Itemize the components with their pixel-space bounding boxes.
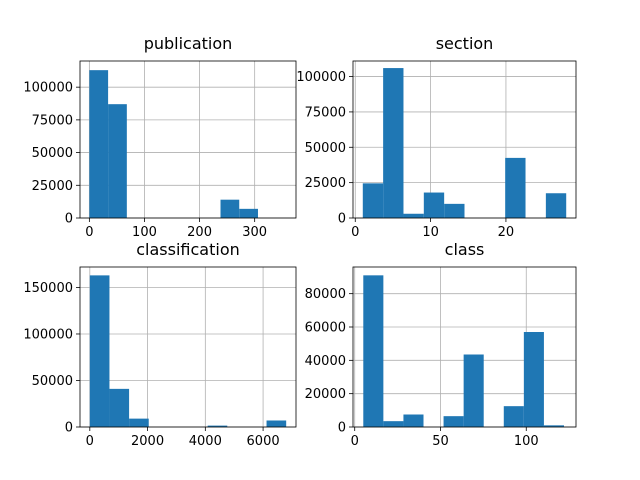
- subplot-publication: publication 0 100 200 300 0 25000 50000 75000 10…: [23, 34, 297, 240]
- histogram-bar: [523, 332, 544, 427]
- subplot-class: class 0 50 100 0 20000 40000 60000 80000: [305, 240, 577, 449]
- histogram-bar: [403, 414, 424, 427]
- x-tick-label: 0: [351, 434, 359, 449]
- x-tick-label: 2000: [131, 434, 164, 449]
- y-tick-label: 50000: [32, 374, 73, 389]
- histogram-bar: [266, 420, 287, 427]
- y-tick-label: 25000: [305, 176, 346, 191]
- y-tick-label: 40000: [305, 354, 346, 369]
- axes-frame: [352, 60, 577, 219]
- histogram-bar: [383, 421, 404, 427]
- x-tick-label: 6000: [247, 434, 280, 449]
- y-tick-label: 150000: [23, 281, 73, 296]
- histogram-bar: [423, 192, 445, 218]
- axes-frame: [79, 266, 297, 428]
- subplot-section: section 0 10 20 0 25000 50000 75000 100000: [296, 34, 577, 240]
- x-tick-label: 0: [86, 434, 94, 449]
- histogram-bar: [108, 104, 127, 218]
- histogram-bar: [463, 354, 484, 427]
- y-tick-label: 0: [65, 212, 73, 227]
- histogram-bar: [383, 68, 404, 218]
- y-tick-label: 25000: [32, 179, 73, 194]
- y-tick-label: 100000: [296, 70, 346, 85]
- x-tick-label: 100: [132, 225, 157, 240]
- y-tick-label: 0: [65, 421, 73, 436]
- histogram-bar: [220, 199, 240, 218]
- y-tick-label: 20000: [305, 387, 346, 402]
- y-tick-label: 0: [338, 421, 346, 436]
- subplot-title: classification: [136, 240, 240, 259]
- y-tick-label: 60000: [305, 321, 346, 336]
- histogram-bar: [362, 183, 384, 218]
- y-tick-label: 75000: [305, 105, 346, 120]
- x-tick-label: 300: [242, 225, 267, 240]
- histogram-bar: [129, 418, 149, 427]
- y-tick-label: 75000: [32, 113, 73, 128]
- x-tick-label: 100: [514, 434, 539, 449]
- histogram-bar: [543, 425, 564, 427]
- histogram-bar: [545, 193, 567, 218]
- histogram-bar: [363, 275, 384, 427]
- x-tick-label: 200: [187, 225, 212, 240]
- axes-frame: [79, 60, 297, 219]
- histogram-bar: [444, 203, 465, 218]
- subplot-classification: classification 0 2000 4000 6000 0 50000 100000…: [23, 240, 297, 449]
- y-tick-label: 50000: [305, 141, 346, 156]
- histogram-bar: [89, 275, 110, 427]
- histogram-bar: [89, 70, 109, 219]
- y-tick-label: 0: [338, 212, 346, 227]
- x-tick-label: 0: [85, 225, 93, 240]
- histogram-bar: [207, 425, 228, 427]
- x-tick-label: 10: [422, 225, 439, 240]
- histogram-bar: [443, 416, 464, 427]
- y-tick-label: 100000: [23, 327, 73, 342]
- histogram-bar: [505, 157, 526, 218]
- histogram-bar: [403, 213, 424, 218]
- x-tick-label: 50: [432, 434, 449, 449]
- y-tick-label: 50000: [32, 146, 73, 161]
- x-tick-label: 20: [498, 225, 515, 240]
- histogram-bar: [503, 406, 524, 427]
- y-tick-label: 100000: [23, 81, 73, 96]
- histogram-bar: [109, 388, 130, 427]
- subplot-title: publication: [144, 34, 233, 53]
- histogram-bar: [239, 208, 258, 218]
- x-tick-label: 0: [351, 225, 359, 240]
- y-tick-label: 80000: [305, 287, 346, 302]
- x-tick-label: 4000: [189, 434, 222, 449]
- axes-frame: [352, 266, 577, 428]
- subplot-title: class: [445, 240, 485, 259]
- subplot-title: section: [436, 34, 494, 53]
